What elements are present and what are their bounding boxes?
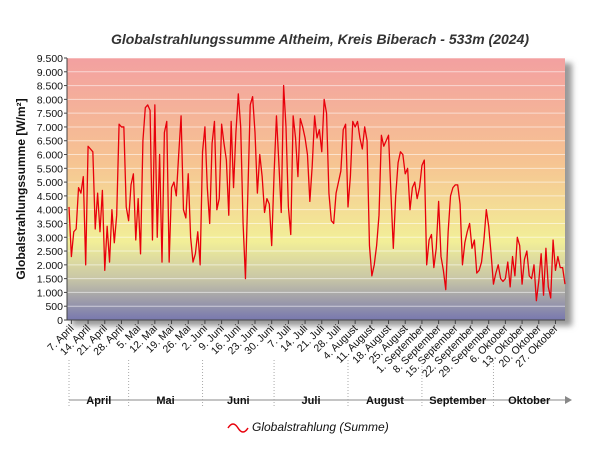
y-tick-label: 3.500 xyxy=(37,218,63,230)
month-label: Juli xyxy=(302,395,321,407)
y-tick-label: 1.000 xyxy=(37,287,63,299)
y-tick-label: 9.000 xyxy=(37,67,63,79)
y-tick-label: 5.000 xyxy=(37,177,63,189)
month-label: April xyxy=(86,395,111,407)
month-axis-arrow xyxy=(565,396,572,404)
series-line xyxy=(68,84,566,302)
y-tick-label: 5.500 xyxy=(37,163,63,175)
y-axis-label: Globalstrahlungssumme [W/m²] xyxy=(14,98,28,279)
y-tick-label: 8.000 xyxy=(37,94,63,106)
plot-area xyxy=(67,58,565,320)
y-tick-label: 500 xyxy=(45,301,63,313)
y-tick-label: 9.500 xyxy=(37,53,63,65)
y-tick-label: 8.500 xyxy=(37,81,63,93)
y-tick-label: 4.500 xyxy=(37,191,63,203)
month-label: September xyxy=(429,395,487,407)
y-tick-label: 0 xyxy=(57,315,63,327)
y-tick-label: 2.500 xyxy=(37,246,63,258)
y-tick-label: 6.500 xyxy=(37,136,63,148)
chart-title: Globalstrahlungssumme Altheim, Kreis Bib… xyxy=(111,31,529,47)
y-tick-label: 7.500 xyxy=(37,108,63,120)
y-tick-label: 6.000 xyxy=(37,150,63,162)
month-label: August xyxy=(366,395,404,407)
month-label: Oktober xyxy=(508,395,551,407)
legend: Globalstrahlung (Summe) xyxy=(227,420,389,434)
y-tick-label: 2.000 xyxy=(37,260,63,272)
month-label: Mai xyxy=(156,395,174,407)
y-tick-label: 3.000 xyxy=(37,232,63,244)
legend-swatch xyxy=(227,423,249,433)
y-tick-label: 7.000 xyxy=(37,122,63,134)
legend-label: Globalstrahlung (Summe) xyxy=(252,420,389,434)
month-label: Juni xyxy=(227,395,250,407)
y-tick-label: 1.500 xyxy=(37,274,63,286)
y-tick-label: 4.000 xyxy=(37,205,63,217)
